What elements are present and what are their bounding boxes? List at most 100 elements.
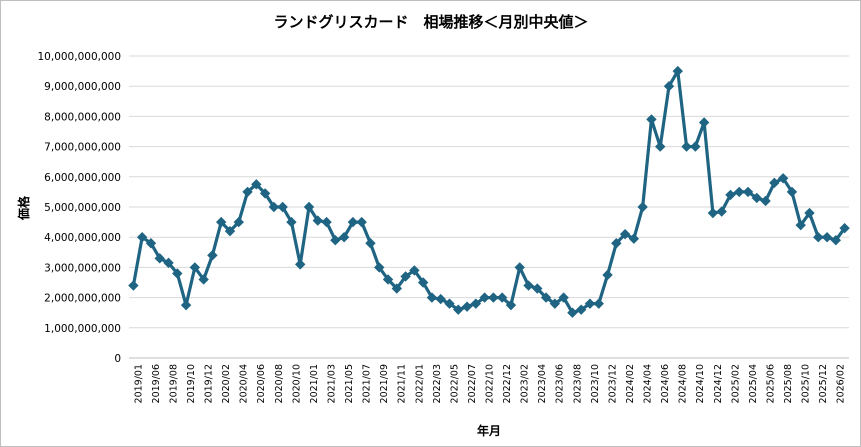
y-tick-label: 6,000,000,000 — [44, 172, 121, 184]
x-tick-label: 2025/08 — [783, 364, 794, 403]
data-point-marker — [470, 298, 482, 309]
x-tick-label: 2020/10 — [291, 364, 302, 403]
x-tick-label: 2023/06 — [555, 364, 566, 403]
data-point-marker — [690, 141, 701, 152]
data-point-marker — [523, 280, 534, 291]
data-point-marker — [742, 186, 754, 198]
x-tick-label: 2024/08 — [678, 364, 689, 403]
data-point-marker — [154, 253, 165, 264]
x-tick-label: 2025/06 — [765, 364, 776, 403]
data-point-marker — [628, 233, 640, 244]
x-tick-label: 2024/10 — [695, 364, 706, 403]
data-point-marker — [672, 65, 683, 77]
data-point-marker — [268, 201, 280, 213]
data-point-marker — [303, 201, 315, 213]
data-point-marker — [461, 301, 473, 312]
data-point-marker — [496, 292, 508, 303]
data-point-marker — [207, 250, 218, 261]
x-tick-label: 2023/02 — [520, 364, 531, 403]
x-tick-label: 2024/12 — [713, 364, 724, 403]
data-point-marker — [646, 114, 657, 125]
x-tick-label: 2025/10 — [801, 364, 812, 403]
data-point-marker — [655, 141, 666, 152]
y-tick-label: 0 — [114, 353, 121, 365]
data-point-marker — [321, 216, 332, 228]
data-point-marker — [663, 81, 675, 92]
data-point-marker — [777, 173, 789, 184]
data-point-marker — [347, 216, 359, 228]
x-tick-label: 2023/04 — [537, 364, 548, 403]
data-point-marker — [637, 201, 648, 213]
data-point-marker — [453, 304, 464, 315]
data-point-marker — [172, 268, 183, 279]
y-axis-title: 価格 — [16, 195, 31, 221]
data-point-marker — [128, 280, 139, 291]
data-point-marker — [145, 238, 157, 249]
data-point-marker — [338, 232, 350, 243]
data-point-marker — [514, 262, 525, 273]
data-point-marker — [251, 179, 262, 190]
x-tick-label: 2021/11 — [397, 364, 408, 403]
y-tick-label: 8,000,000,000 — [44, 111, 121, 123]
x-tick-label: 2022/07 — [467, 364, 478, 403]
data-point-marker — [769, 177, 780, 189]
y-tick-label: 7,000,000,000 — [44, 142, 121, 154]
data-point-marker — [189, 262, 201, 273]
data-point-marker — [619, 228, 631, 240]
x-tick-label: 2019/06 — [151, 364, 162, 403]
data-point-marker — [426, 292, 438, 303]
data-point-marker — [374, 262, 385, 273]
data-point-marker — [532, 283, 543, 294]
data-point-marker — [259, 188, 271, 199]
data-point-marker — [330, 235, 341, 246]
data-point-marker — [488, 292, 499, 303]
data-point-marker — [224, 225, 236, 237]
data-point-marker — [786, 186, 798, 198]
x-tick-label: 2022/01 — [414, 364, 425, 403]
x-tick-label: 2025/12 — [818, 364, 829, 403]
x-tick-label: 2019/01 — [133, 364, 144, 403]
x-axis-ticks: 2019/01 2019/06 2019/08 2019/10 2019/12 2020/… — [133, 364, 846, 403]
data-point-marker — [795, 219, 806, 231]
gridlines — [129, 55, 849, 329]
x-tick-label: 2021/09 — [379, 364, 390, 403]
data-point-marker — [435, 293, 446, 305]
x-tick-label: 2023/08 — [572, 364, 583, 403]
y-tick-label: 4,000,000,000 — [44, 232, 121, 244]
data-markers — [128, 65, 850, 318]
data-point-marker — [277, 201, 288, 213]
data-point-marker — [575, 304, 587, 315]
x-tick-label: 2019/10 — [186, 364, 197, 403]
data-point-marker — [391, 283, 403, 294]
x-axis-title: 年月 — [477, 423, 501, 438]
x-tick-label: 2023/10 — [590, 364, 601, 403]
data-point-marker — [479, 292, 490, 303]
x-tick-label: 2022/12 — [502, 364, 513, 403]
y-tick-label: 9,000,000,000 — [44, 81, 121, 93]
chart-title: ランドグリスカード 相場推移＜月別中央値＞ — [273, 13, 588, 31]
x-tick-label: 2021/07 — [362, 364, 373, 403]
x-tick-label: 2021/01 — [309, 364, 320, 403]
x-tick-label: 2022/10 — [485, 364, 496, 403]
data-point-marker — [356, 216, 367, 228]
data-point-marker — [593, 298, 604, 309]
data-point-marker — [295, 259, 306, 270]
data-point-marker — [611, 238, 622, 249]
x-tick-label: 2025/04 — [748, 364, 759, 403]
data-point-marker — [312, 215, 323, 226]
data-point-marker — [725, 189, 736, 201]
y-tick-label: 10,000,000,000 — [38, 51, 122, 63]
data-point-marker — [821, 232, 833, 243]
x-tick-label: 2020/04 — [239, 364, 250, 403]
data-point-marker — [707, 207, 719, 219]
y-tick-label: 5,000,000,000 — [44, 202, 121, 214]
y-axis-ticks: 0 1,000,000,000 2,000,000,000 3,000,000,000… — [38, 51, 122, 365]
data-point-marker — [198, 274, 209, 285]
x-tick-label: 2022/05 — [449, 364, 460, 403]
data-point-marker — [242, 186, 253, 198]
data-point-marker — [558, 292, 569, 303]
x-tick-label: 2021/03 — [326, 364, 337, 403]
data-point-marker — [136, 232, 148, 243]
data-point-marker — [734, 186, 745, 198]
